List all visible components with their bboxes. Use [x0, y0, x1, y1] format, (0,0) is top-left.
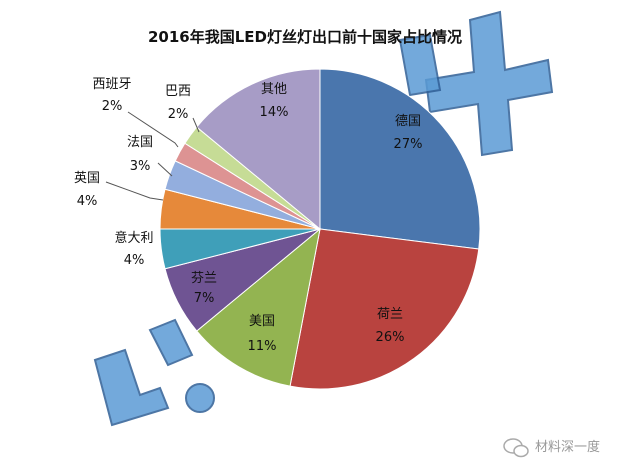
slice-label-name: 西班牙 — [92, 77, 131, 92]
slice-label-name: 英国 — [74, 171, 100, 186]
pie-slice-9 — [196, 68, 321, 231]
footer-text: 材料深一度 — [535, 439, 600, 455]
leader-line — [105, 181, 164, 201]
slice-label-name: 芬兰 — [191, 271, 217, 286]
slice-label-value: 3% — [130, 159, 151, 174]
slice-label-name: 其他 — [261, 82, 287, 97]
slice-label-value: 4% — [77, 194, 98, 209]
pie-chart — [159, 68, 481, 390]
slice-labels: 德国 27% 荷兰 26% 美国 11% 芬兰 7% 意大利 4% 英国 4% 法国 3% 西班牙 2% 巴西 2… — [74, 77, 422, 354]
slice-label-value: 2% — [102, 99, 123, 114]
footer-brand: 材料深一度 — [503, 438, 600, 458]
slice-label-name: 美国 — [249, 314, 275, 329]
slice-label-name: 巴西 — [165, 84, 191, 99]
pie-slice-2 — [196, 227, 321, 387]
slice-label-value: 11% — [248, 339, 277, 354]
slice-label-name: 法国 — [127, 135, 153, 150]
leader-line — [157, 162, 173, 177]
pie-slice-1 — [289, 228, 480, 390]
slice-label-value: 26% — [376, 330, 405, 345]
pie-slice-0 — [319, 68, 481, 250]
slice-label-value: 4% — [124, 253, 145, 268]
slice-label-value: 2% — [168, 107, 189, 122]
chat-bubble-icon — [503, 438, 529, 458]
slice-label-name: 荷兰 — [377, 307, 403, 322]
slice-label-name: 德国 — [395, 114, 421, 129]
watermark-graphic — [93, 10, 554, 427]
slice-label-value: 14% — [260, 105, 289, 120]
slice-label-value: 7% — [194, 291, 215, 306]
leader-line — [127, 111, 179, 148]
chart-title: 2016年我国LED灯丝灯出口前十国家占比情况 — [148, 28, 462, 46]
slice-label-value: 27% — [394, 137, 423, 152]
leader-line — [192, 117, 200, 133]
slice-label-name: 意大利 — [114, 230, 153, 246]
